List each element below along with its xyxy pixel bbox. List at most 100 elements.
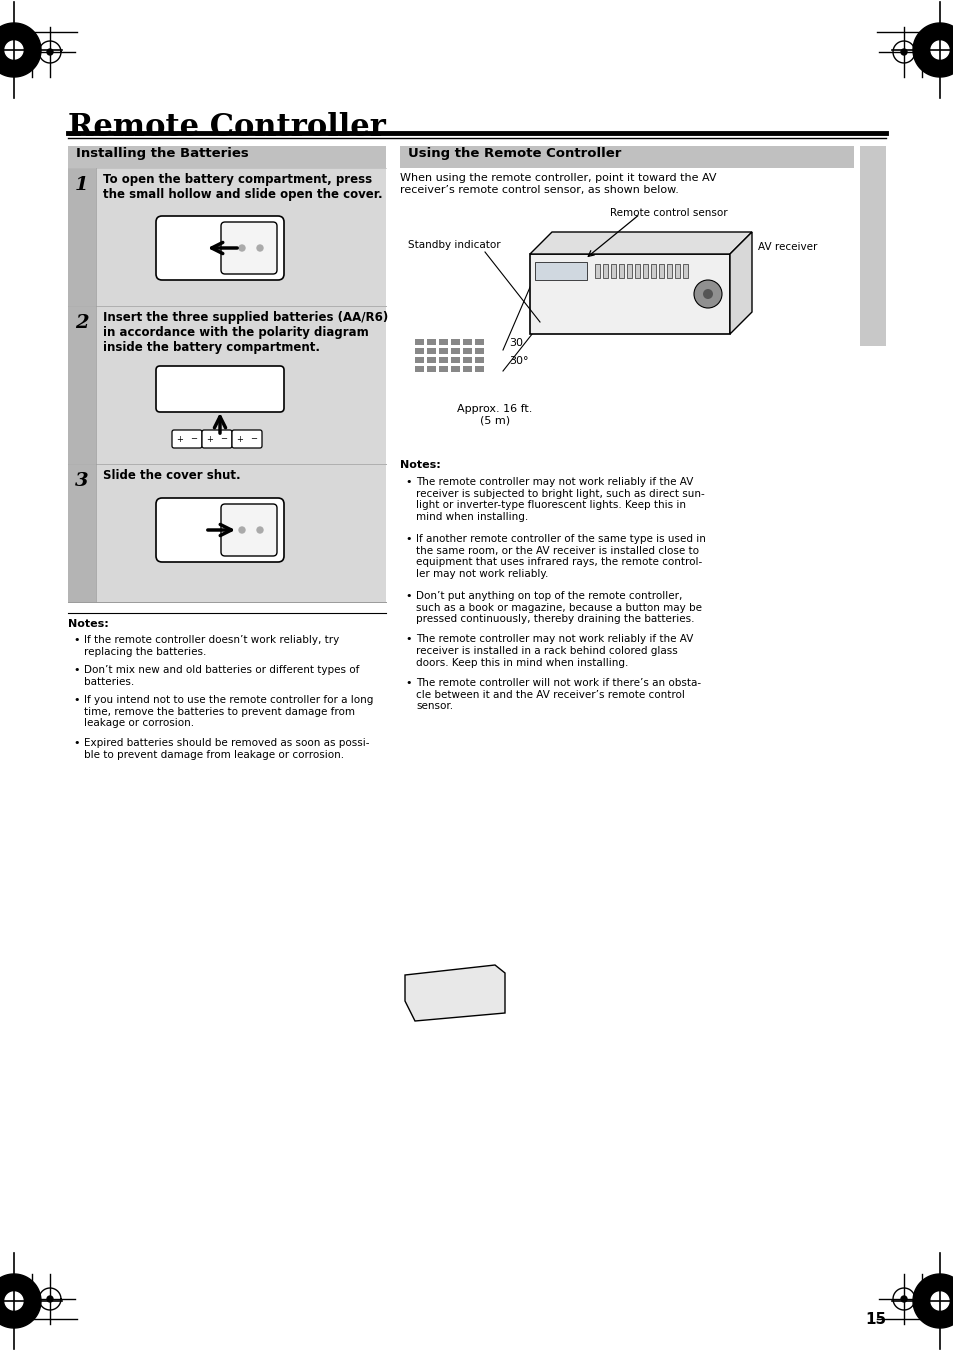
Circle shape bbox=[900, 1296, 906, 1302]
Bar bbox=[675, 263, 679, 278]
FancyBboxPatch shape bbox=[156, 216, 284, 280]
Text: Don’t put anything on top of the remote controller,
such as a book or magazine, : Don’t put anything on top of the remote … bbox=[416, 590, 701, 624]
Text: Notes:: Notes: bbox=[399, 459, 440, 470]
Bar bbox=[68, 146, 386, 168]
Bar bbox=[438, 366, 448, 372]
Polygon shape bbox=[729, 232, 751, 334]
Bar bbox=[399, 146, 853, 168]
Bar bbox=[618, 263, 623, 278]
Bar bbox=[438, 357, 448, 363]
Bar bbox=[626, 263, 631, 278]
Bar bbox=[535, 262, 586, 280]
Circle shape bbox=[256, 527, 263, 534]
Text: •: • bbox=[73, 694, 79, 705]
Bar bbox=[68, 305, 96, 463]
Text: •: • bbox=[73, 739, 79, 748]
Text: +: + bbox=[207, 435, 213, 443]
FancyBboxPatch shape bbox=[221, 504, 276, 557]
FancyBboxPatch shape bbox=[156, 366, 284, 412]
Polygon shape bbox=[5, 1292, 23, 1310]
Text: •: • bbox=[405, 477, 411, 486]
Bar bbox=[475, 366, 483, 372]
FancyBboxPatch shape bbox=[232, 430, 262, 449]
Text: Expired batteries should be removed as soon as possi-
ble to prevent damage from: Expired batteries should be removed as s… bbox=[84, 739, 369, 761]
Bar bbox=[68, 463, 96, 603]
Text: The remote controller may not work reliably if the AV
receiver is subjected to b: The remote controller may not work relia… bbox=[416, 477, 704, 521]
Text: 30°: 30° bbox=[509, 357, 528, 366]
Circle shape bbox=[47, 1296, 53, 1302]
Bar bbox=[530, 254, 729, 334]
Text: −: − bbox=[191, 435, 197, 443]
Bar bbox=[462, 349, 472, 354]
Bar bbox=[859, 146, 885, 346]
Polygon shape bbox=[930, 41, 948, 59]
Bar bbox=[427, 357, 436, 363]
Text: −: − bbox=[251, 435, 257, 443]
Bar bbox=[415, 349, 423, 354]
Text: 3: 3 bbox=[75, 471, 89, 490]
Text: Remote control sensor: Remote control sensor bbox=[609, 208, 727, 218]
Text: +: + bbox=[236, 435, 243, 443]
Bar bbox=[451, 339, 459, 345]
Text: The remote controller will not work if there’s an obsta-
cle between it and the : The remote controller will not work if t… bbox=[416, 678, 700, 711]
Bar bbox=[438, 349, 448, 354]
Text: •: • bbox=[73, 635, 79, 644]
Text: The remote controller may not work reliably if the AV
receiver is installed in a: The remote controller may not work relia… bbox=[416, 635, 693, 667]
Polygon shape bbox=[930, 1292, 948, 1310]
Circle shape bbox=[239, 527, 245, 534]
Circle shape bbox=[239, 245, 245, 251]
Text: •: • bbox=[405, 534, 411, 544]
Polygon shape bbox=[912, 23, 953, 77]
Text: •: • bbox=[405, 635, 411, 644]
Circle shape bbox=[702, 289, 712, 299]
Bar bbox=[462, 357, 472, 363]
Bar bbox=[650, 263, 656, 278]
Bar bbox=[682, 263, 687, 278]
Text: If the remote controller doesn’t work reliably, try
replacing the batteries.: If the remote controller doesn’t work re… bbox=[84, 635, 339, 657]
Bar bbox=[451, 349, 459, 354]
FancyBboxPatch shape bbox=[221, 222, 276, 274]
Polygon shape bbox=[912, 1274, 953, 1328]
Bar bbox=[451, 357, 459, 363]
Bar bbox=[475, 357, 483, 363]
Text: Don’t mix new and old batteries or different types of
batteries.: Don’t mix new and old batteries or diffe… bbox=[84, 665, 359, 686]
Polygon shape bbox=[0, 1274, 41, 1328]
Text: To open the battery compartment, press
the small hollow and slide open the cover: To open the battery compartment, press t… bbox=[103, 173, 382, 201]
Bar bbox=[610, 263, 616, 278]
Text: 15: 15 bbox=[864, 1312, 885, 1327]
Bar bbox=[68, 463, 386, 603]
Bar bbox=[451, 366, 459, 372]
Text: Remote Controller: Remote Controller bbox=[68, 112, 385, 143]
Bar bbox=[462, 339, 472, 345]
Bar bbox=[642, 263, 647, 278]
Text: Installing the Batteries: Installing the Batteries bbox=[76, 147, 249, 159]
Polygon shape bbox=[5, 41, 23, 59]
Text: Using the Remote Controller: Using the Remote Controller bbox=[408, 147, 620, 159]
Bar bbox=[427, 339, 436, 345]
Text: Notes:: Notes: bbox=[68, 619, 109, 630]
Polygon shape bbox=[0, 23, 41, 77]
Bar bbox=[635, 263, 639, 278]
Bar bbox=[68, 305, 386, 463]
Text: 30: 30 bbox=[509, 338, 522, 349]
Text: 2: 2 bbox=[75, 313, 89, 332]
Bar bbox=[427, 349, 436, 354]
Text: •: • bbox=[405, 590, 411, 601]
FancyBboxPatch shape bbox=[156, 499, 284, 562]
Text: If another remote controller of the same type is used in
the same room, or the A: If another remote controller of the same… bbox=[416, 534, 705, 578]
Text: 1: 1 bbox=[75, 176, 89, 195]
Bar bbox=[475, 339, 483, 345]
Bar bbox=[438, 339, 448, 345]
Text: −: − bbox=[220, 435, 227, 443]
Bar bbox=[475, 349, 483, 354]
Text: Approx. 16 ft.
(5 m): Approx. 16 ft. (5 m) bbox=[456, 404, 532, 426]
Circle shape bbox=[256, 245, 263, 251]
Text: •: • bbox=[405, 678, 411, 688]
Bar bbox=[68, 168, 386, 305]
Text: +: + bbox=[176, 435, 183, 443]
Text: Slide the cover shut.: Slide the cover shut. bbox=[103, 469, 240, 482]
Text: •: • bbox=[73, 665, 79, 676]
Bar bbox=[68, 168, 96, 305]
Bar bbox=[415, 366, 423, 372]
Circle shape bbox=[900, 49, 906, 55]
